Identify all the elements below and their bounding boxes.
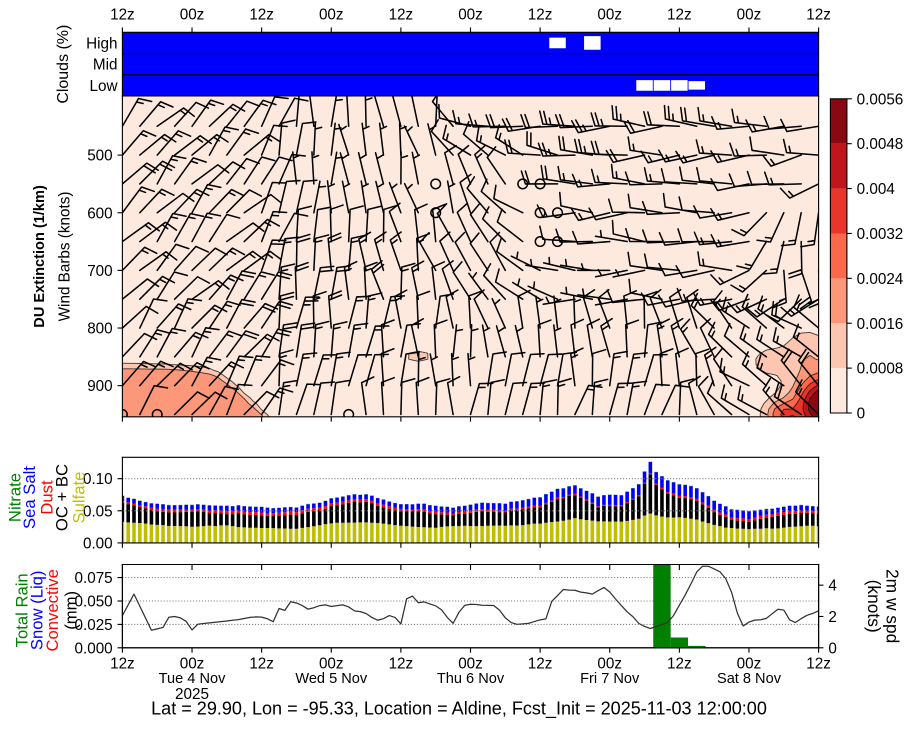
svg-text:0.004: 0.004 [857,181,896,198]
svg-text:12z: 12z [667,6,692,23]
svg-text:12z: 12z [389,656,414,673]
svg-text:00z: 00z [597,6,622,23]
svg-text:(mm): (mm) [61,591,80,630]
svg-text:00z: 00z [597,656,622,673]
svg-text:00z: 00z [458,6,483,23]
svg-text:00z: 00z [458,656,483,673]
svg-text:Wed 5 Nov: Wed 5 Nov [295,671,368,687]
svg-text:Wind Barbs (knots): Wind Barbs (knots) [56,192,73,322]
svg-text:12z: 12z [110,6,135,23]
svg-text:0.050: 0.050 [74,594,112,611]
svg-text:OC + BC: OC + BC [52,464,71,531]
svg-text:Sulfate: Sulfate [70,472,89,524]
svg-text:2m w spd: 2m w spd [882,569,902,643]
svg-text:900: 900 [87,378,112,395]
svg-text:0.00: 0.00 [83,535,113,552]
svg-text:Sea Salt: Sea Salt [20,466,39,529]
svg-text:0.05: 0.05 [83,503,113,520]
svg-text:Snow (Liq): Snow (Liq) [27,571,46,651]
svg-text:800: 800 [87,321,112,338]
svg-text:Dust: Dust [37,480,56,515]
svg-text:0.075: 0.075 [74,570,112,587]
svg-text:High: High [86,35,117,52]
svg-text:2025: 2025 [175,686,209,703]
svg-text:00z: 00z [319,656,344,673]
svg-text:2: 2 [828,609,837,626]
svg-text:0.0016: 0.0016 [857,316,904,333]
svg-text:0.000: 0.000 [74,640,112,657]
svg-text:12z: 12z [249,656,274,673]
svg-text:0.0048: 0.0048 [857,136,904,153]
svg-text:Nitrate: Nitrate [5,473,24,522]
svg-text:00z: 00z [737,6,762,23]
svg-text:600: 600 [87,205,112,222]
svg-text:0.025: 0.025 [74,617,112,634]
svg-text:00z: 00z [319,6,344,23]
svg-text:0.0008: 0.0008 [857,361,904,378]
svg-text:(knots): (knots) [864,580,884,633]
svg-text:0.0056: 0.0056 [857,91,904,108]
svg-text:00z: 00z [180,656,205,673]
svg-text:Lat = 29.90, Lon = -95.33, Loc: Lat = 29.90, Lon = -95.33, Location = Al… [151,699,767,720]
svg-text:0: 0 [828,640,837,657]
svg-text:Sat 8 Nov: Sat 8 Nov [717,671,782,687]
svg-text:12z: 12z [528,6,553,23]
svg-text:00z: 00z [737,656,762,673]
svg-text:DU Extinction (1/km): DU Extinction (1/km) [32,185,48,328]
svg-text:12z: 12z [249,6,274,23]
svg-text:Clouds (%): Clouds (%) [55,25,72,104]
svg-text:12z: 12z [528,656,553,673]
svg-text:Total Rain: Total Rain [12,573,31,647]
svg-text:12z: 12z [806,656,831,673]
svg-text:0.0032: 0.0032 [857,226,904,243]
svg-text:Thu 6 Nov: Thu 6 Nov [437,671,505,687]
svg-text:4: 4 [828,578,837,595]
svg-text:700: 700 [87,263,112,280]
svg-text:12z: 12z [110,656,135,673]
svg-text:12z: 12z [667,656,692,673]
svg-text:Convective: Convective [43,569,62,651]
svg-text:Tue 4 Nov: Tue 4 Nov [159,671,226,687]
svg-text:Mid: Mid [93,57,118,74]
svg-text:0.10: 0.10 [83,471,113,488]
svg-text:00z: 00z [180,6,205,23]
svg-text:12z: 12z [806,6,831,23]
svg-text:500: 500 [87,148,112,165]
svg-text:0: 0 [857,406,866,423]
svg-text:Low: Low [90,78,119,95]
svg-text:Fri 7 Nov: Fri 7 Nov [580,671,640,687]
svg-text:0.0024: 0.0024 [857,271,904,288]
svg-text:12z: 12z [389,6,414,23]
